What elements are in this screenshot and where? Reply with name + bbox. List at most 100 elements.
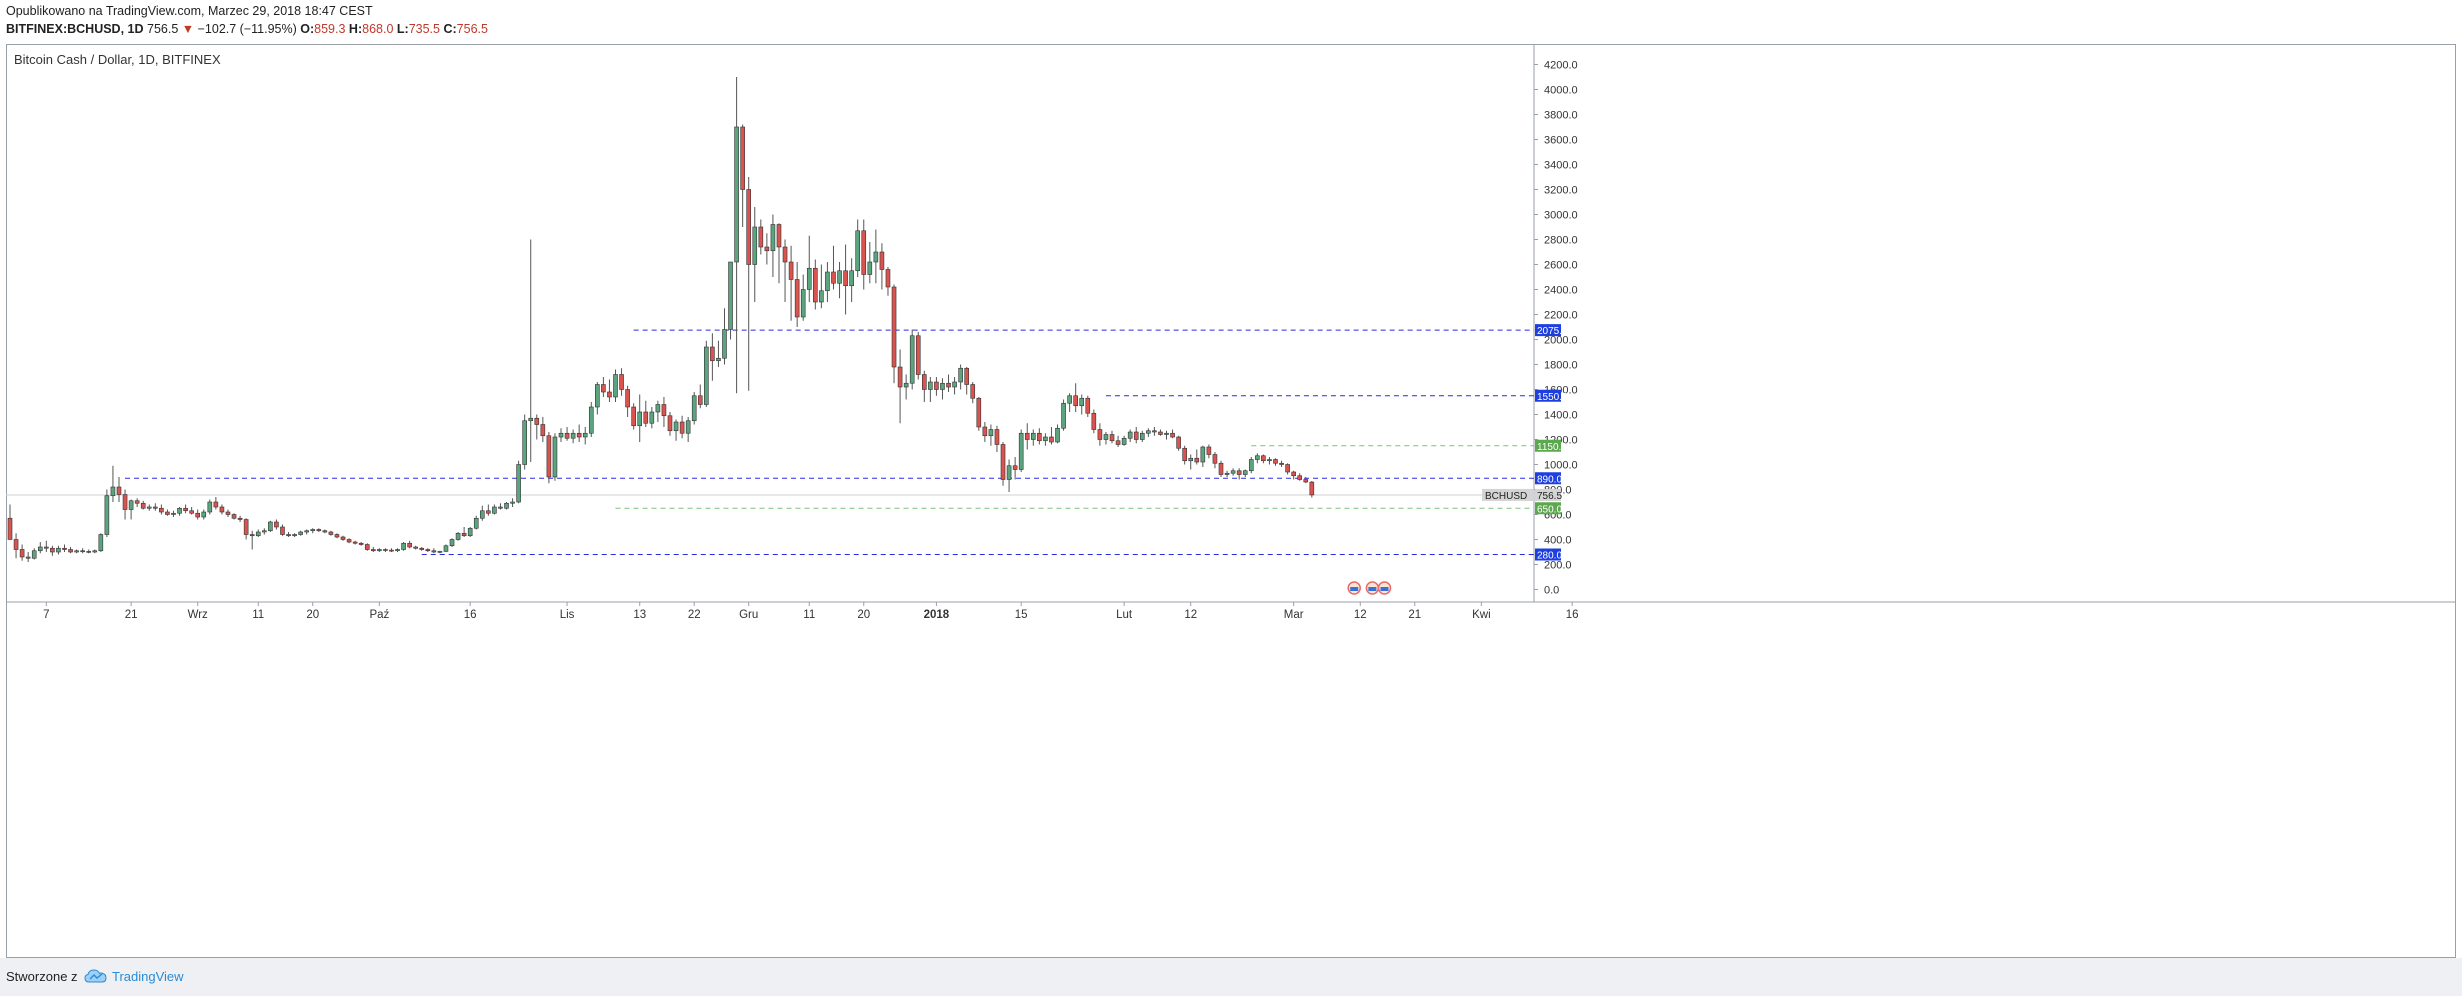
candle-body xyxy=(915,335,921,375)
x-tick-label: Lis xyxy=(560,609,575,621)
candle-body xyxy=(1206,446,1212,455)
candle-body xyxy=(1230,470,1236,474)
publish-header: Opublikowano na TradingView.com, Marzec … xyxy=(0,0,2462,40)
candle-body xyxy=(122,494,128,510)
candle-body xyxy=(982,426,988,437)
y-tick-label: 200.0 xyxy=(1544,560,1572,572)
candle-body xyxy=(1188,457,1194,462)
candle-body xyxy=(540,424,546,437)
x-tick-label: Paź xyxy=(369,609,389,621)
level-tag-text-1550.0: 1550.0 xyxy=(1537,392,1568,403)
level-tag-text-890.0: 890.0 xyxy=(1537,474,1562,485)
candle-body xyxy=(255,531,261,537)
y-tick-label: 2800.0 xyxy=(1544,235,1578,247)
candle-body xyxy=(837,270,842,284)
level-tag-text-650.0: 650.0 xyxy=(1537,504,1562,515)
candle-body xyxy=(831,271,836,284)
candle-body xyxy=(1085,397,1091,414)
candle-body xyxy=(607,391,612,398)
candle-body xyxy=(1127,431,1133,439)
candle-body xyxy=(310,529,316,532)
candle-body xyxy=(1242,470,1248,475)
candle-body xyxy=(110,486,116,497)
x-tick-label: Wrz xyxy=(188,609,208,621)
candle-body xyxy=(770,224,776,252)
candle-body xyxy=(1303,479,1309,483)
y-tick-label: 1800.0 xyxy=(1544,360,1578,372)
candle-body xyxy=(437,551,443,553)
x-tick-label: 2018 xyxy=(924,609,950,621)
candle-body xyxy=(522,420,527,465)
candle-body xyxy=(1049,436,1054,443)
candlestick-chart[interactable]: 0.0200.0400.0600.0800.01000.01200.01400.… xyxy=(6,44,2456,958)
candle-body xyxy=(764,246,770,252)
candle-body xyxy=(946,382,951,388)
candle-body xyxy=(492,506,497,514)
candle-body xyxy=(243,519,249,535)
candle-body xyxy=(643,411,649,424)
candle-body xyxy=(885,269,891,288)
chart-frame xyxy=(6,44,2456,958)
candle-body xyxy=(146,506,152,509)
y-tick-label: 1400.0 xyxy=(1544,410,1578,422)
candle-body xyxy=(988,429,994,437)
candle-body xyxy=(177,507,182,514)
candle-body xyxy=(1073,395,1078,407)
published-info: Opublikowano na TradingView.com, Marzec … xyxy=(6,4,373,18)
candle-body xyxy=(1224,472,1230,475)
candle-body xyxy=(340,536,346,540)
candle-body xyxy=(479,510,485,519)
tradingview-brand-link[interactable]: TradingView xyxy=(112,969,184,984)
y-tick-label: 3600.0 xyxy=(1544,135,1578,147)
candle-body xyxy=(1115,440,1121,445)
candle-body xyxy=(879,251,885,270)
candle-body xyxy=(1200,446,1206,463)
y-tick-label: 2200.0 xyxy=(1544,310,1578,322)
x-tick-label: 22 xyxy=(688,609,701,621)
candle-body xyxy=(1097,429,1103,440)
candle-body xyxy=(976,397,982,428)
candle-body xyxy=(401,542,406,550)
candle-body xyxy=(1133,431,1139,440)
last-price-value-tag xyxy=(1535,488,1561,501)
candle-body xyxy=(1061,402,1066,429)
candle-body xyxy=(225,511,231,515)
candle-body xyxy=(697,395,703,405)
candle-body xyxy=(140,502,146,509)
candle-body xyxy=(7,517,13,540)
candle-body xyxy=(383,549,388,551)
candle-body xyxy=(56,547,61,553)
candle-body xyxy=(655,404,661,413)
candle-body xyxy=(116,486,122,495)
level-tag-1150.0 xyxy=(1535,439,1561,452)
x-tick-label: Kwi xyxy=(1472,609,1491,621)
candle-body xyxy=(794,279,800,318)
last-price-symbol-text: BCHUSD xyxy=(1485,491,1527,502)
candle-body xyxy=(364,544,370,550)
event-marker-flag xyxy=(1368,587,1377,591)
candle-body xyxy=(667,415,673,432)
x-tick-label: 15 xyxy=(1015,609,1028,621)
candle-body xyxy=(1043,436,1048,442)
candle-body xyxy=(50,547,55,553)
candle-body xyxy=(165,511,170,515)
candle-body xyxy=(352,541,358,544)
candle-body xyxy=(280,526,285,535)
candle-body xyxy=(334,534,340,538)
y-tick-label: 2400.0 xyxy=(1544,285,1578,297)
candle-body xyxy=(546,435,552,478)
x-tick-label: 13 xyxy=(633,609,646,621)
candle-body xyxy=(595,384,600,408)
x-tick-label: 7 xyxy=(43,609,49,621)
candle-body xyxy=(425,549,431,552)
candle-body xyxy=(1255,455,1260,460)
candle-body xyxy=(304,530,309,533)
x-tick-label: 16 xyxy=(464,609,477,621)
candle-body xyxy=(86,551,92,553)
candle-body xyxy=(528,417,534,422)
candle-body xyxy=(734,126,739,263)
close-value: 756.5 xyxy=(456,22,488,36)
y-tick-label: 0.0 xyxy=(1544,585,1559,597)
candle-body xyxy=(1139,432,1145,440)
candle-body xyxy=(1248,459,1254,472)
